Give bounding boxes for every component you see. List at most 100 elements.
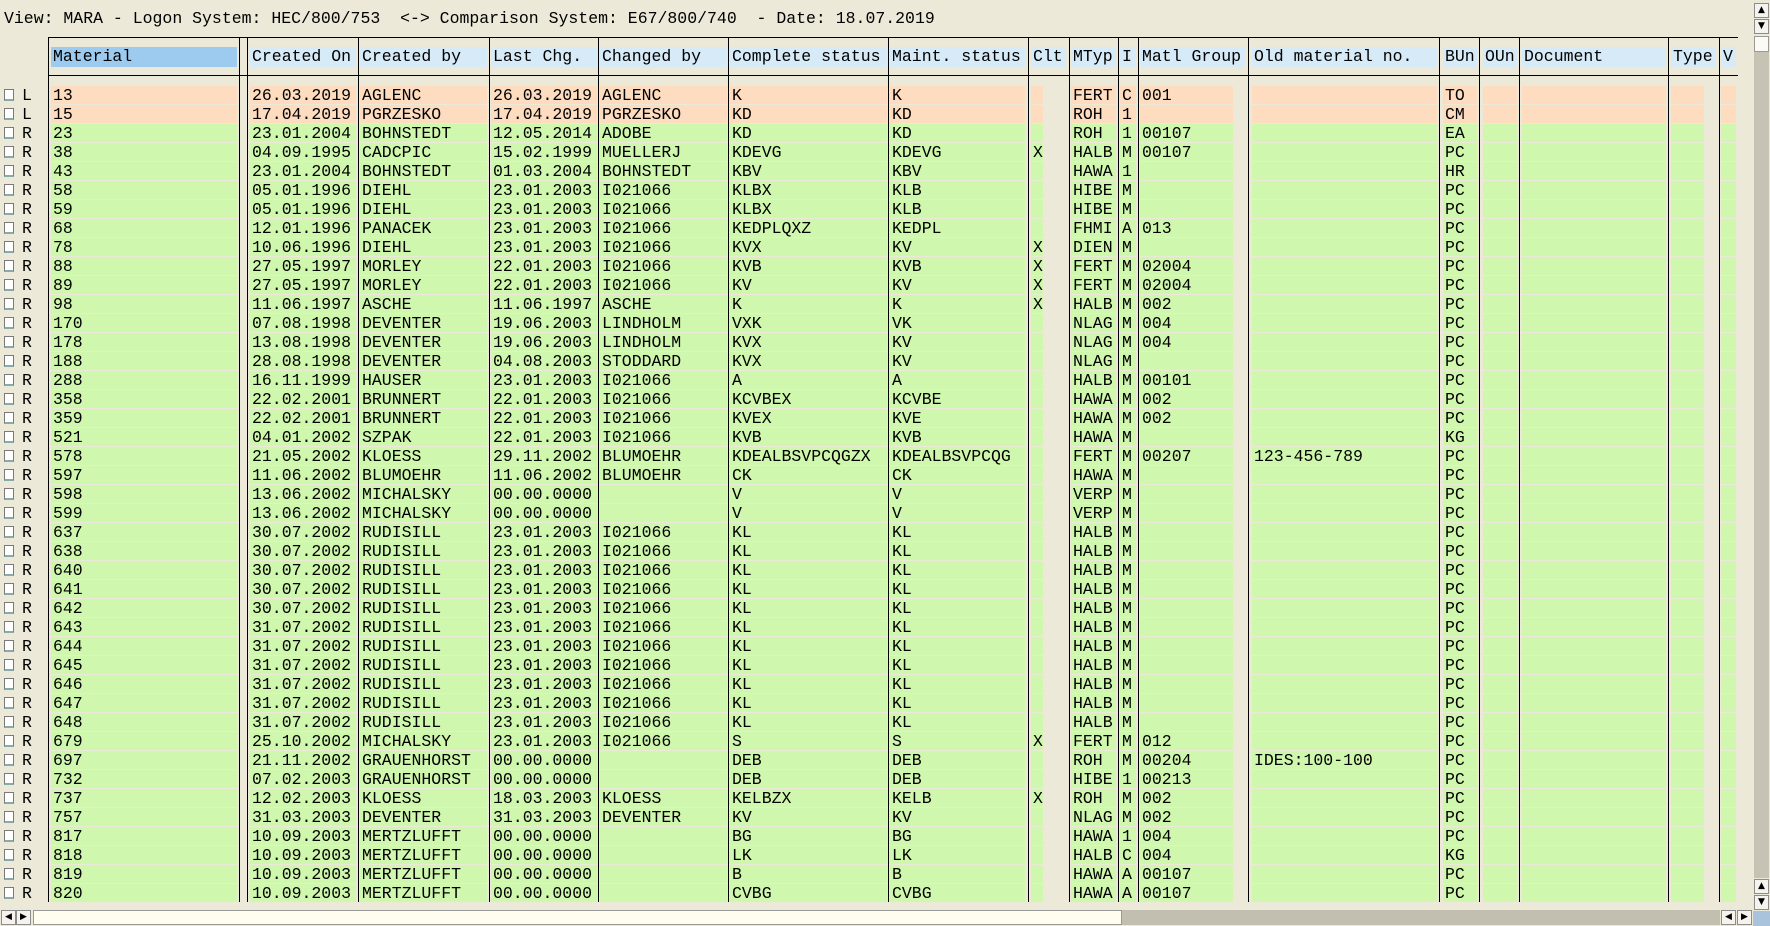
row-select-checkbox[interactable] (4, 849, 14, 861)
column-header[interactable]: Material (51, 47, 237, 67)
row-select-checkbox[interactable] (4, 89, 14, 101)
row-select-checkbox[interactable] (4, 526, 14, 538)
column-header[interactable]: Clt (1031, 47, 1066, 67)
row-select-checkbox[interactable] (4, 754, 14, 766)
row-select-checkbox[interactable] (4, 165, 14, 177)
table-cell[interactable]: 598 (51, 485, 237, 503)
row-select-checkbox[interactable] (4, 260, 14, 272)
row-select-checkbox[interactable] (4, 659, 14, 671)
table-cell[interactable]: 597 (51, 466, 237, 484)
table-cell[interactable]: 358 (51, 390, 237, 408)
table-cell[interactable]: 288 (51, 371, 237, 389)
table-cell[interactable]: 642 (51, 599, 237, 617)
column-header[interactable]: Maint. status (890, 47, 1025, 67)
vertical-scroll-thumb[interactable] (1754, 36, 1769, 52)
column-header[interactable]: Created On (250, 47, 356, 67)
column-header[interactable]: V (1721, 47, 1736, 67)
row-select-checkbox[interactable] (4, 184, 14, 196)
row-select-checkbox[interactable] (4, 336, 14, 348)
table-cell[interactable]: 820 (51, 884, 237, 902)
table-cell[interactable]: 88 (51, 257, 237, 275)
row-select-checkbox[interactable] (4, 355, 14, 367)
row-select-checkbox[interactable] (4, 697, 14, 709)
table-cell[interactable]: 521 (51, 428, 237, 446)
column-header[interactable]: Complete status (730, 47, 887, 67)
row-select-checkbox[interactable] (4, 469, 14, 481)
table-cell[interactable]: 637 (51, 523, 237, 541)
table-cell[interactable]: 15 (51, 105, 237, 123)
row-select-checkbox[interactable] (4, 545, 14, 557)
column-header[interactable]: Matl Group (1140, 47, 1246, 67)
row-select-checkbox[interactable] (4, 127, 14, 139)
table-cell[interactable]: 817 (51, 827, 237, 845)
row-select-checkbox[interactable] (4, 317, 14, 329)
table-cell[interactable]: 98 (51, 295, 237, 313)
table-cell[interactable]: 640 (51, 561, 237, 579)
column-header[interactable]: Changed by (600, 47, 727, 67)
table-cell[interactable]: 644 (51, 637, 237, 655)
table-cell[interactable]: 697 (51, 751, 237, 769)
table-cell[interactable]: 23 (51, 124, 237, 142)
vertical-scroll-track[interactable] (1754, 52, 1769, 878)
table-cell[interactable]: 646 (51, 675, 237, 693)
table-cell[interactable]: 645 (51, 656, 237, 674)
column-header[interactable]: Old material no. (1252, 47, 1437, 67)
row-select-checkbox[interactable] (4, 431, 14, 443)
table-cell[interactable]: 59 (51, 200, 237, 218)
scroll-left-end-button[interactable]: ◀ (1721, 910, 1736, 925)
row-select-checkbox[interactable] (4, 108, 14, 120)
table-cell[interactable]: 68 (51, 219, 237, 237)
horizontal-scroll-track[interactable] (1122, 910, 1720, 925)
row-select-checkbox[interactable] (4, 830, 14, 842)
scroll-up-button[interactable]: ▲ (1754, 3, 1769, 18)
row-select-checkbox[interactable] (4, 602, 14, 614)
row-select-checkbox[interactable] (4, 393, 14, 405)
table-cell[interactable]: 679 (51, 732, 237, 750)
row-select-checkbox[interactable] (4, 374, 14, 386)
table-cell[interactable]: 757 (51, 808, 237, 826)
table-cell[interactable]: 818 (51, 846, 237, 864)
row-select-checkbox[interactable] (4, 868, 14, 880)
column-header[interactable]: Type (1671, 47, 1716, 67)
scroll-right-button[interactable]: ▶ (16, 910, 31, 925)
row-select-checkbox[interactable] (4, 412, 14, 424)
column-header[interactable]: I (1120, 47, 1136, 67)
table-cell[interactable]: 647 (51, 694, 237, 712)
row-select-checkbox[interactable] (4, 222, 14, 234)
row-select-checkbox[interactable] (4, 488, 14, 500)
table-cell[interactable]: 643 (51, 618, 237, 636)
table-cell[interactable]: 819 (51, 865, 237, 883)
row-select-checkbox[interactable] (4, 507, 14, 519)
table-cell[interactable]: 89 (51, 276, 237, 294)
table-cell[interactable]: 732 (51, 770, 237, 788)
table-cell[interactable]: 178 (51, 333, 237, 351)
row-select-checkbox[interactable] (4, 203, 14, 215)
row-select-checkbox[interactable] (4, 450, 14, 462)
scroll-right-end-button[interactable]: ▶ (1737, 910, 1752, 925)
column-header[interactable]: Created by (360, 47, 487, 67)
table-cell[interactable]: 170 (51, 314, 237, 332)
table-cell[interactable]: 58 (51, 181, 237, 199)
table-cell[interactable]: 641 (51, 580, 237, 598)
column-header[interactable]: OUn (1483, 47, 1517, 67)
row-select-checkbox[interactable] (4, 716, 14, 728)
row-select-checkbox[interactable] (4, 678, 14, 690)
column-header[interactable]: Document (1522, 47, 1666, 67)
row-select-checkbox[interactable] (4, 241, 14, 253)
row-select-checkbox[interactable] (4, 773, 14, 785)
row-select-checkbox[interactable] (4, 887, 14, 899)
row-select-checkbox[interactable] (4, 621, 14, 633)
scroll-left-button[interactable]: ◀ (1, 910, 16, 925)
row-select-checkbox[interactable] (4, 298, 14, 310)
column-header[interactable]: BUn (1443, 47, 1477, 67)
column-header[interactable]: MTyp (1071, 47, 1116, 67)
table-cell[interactable]: 638 (51, 542, 237, 560)
row-select-checkbox[interactable] (4, 583, 14, 595)
row-select-checkbox[interactable] (4, 811, 14, 823)
scroll-page-up-button[interactable]: ▲ (1754, 879, 1769, 894)
table-cell[interactable]: 38 (51, 143, 237, 161)
row-select-checkbox[interactable] (4, 279, 14, 291)
table-cell[interactable]: 13 (51, 86, 237, 104)
table-cell[interactable]: 359 (51, 409, 237, 427)
row-select-checkbox[interactable] (4, 146, 14, 158)
